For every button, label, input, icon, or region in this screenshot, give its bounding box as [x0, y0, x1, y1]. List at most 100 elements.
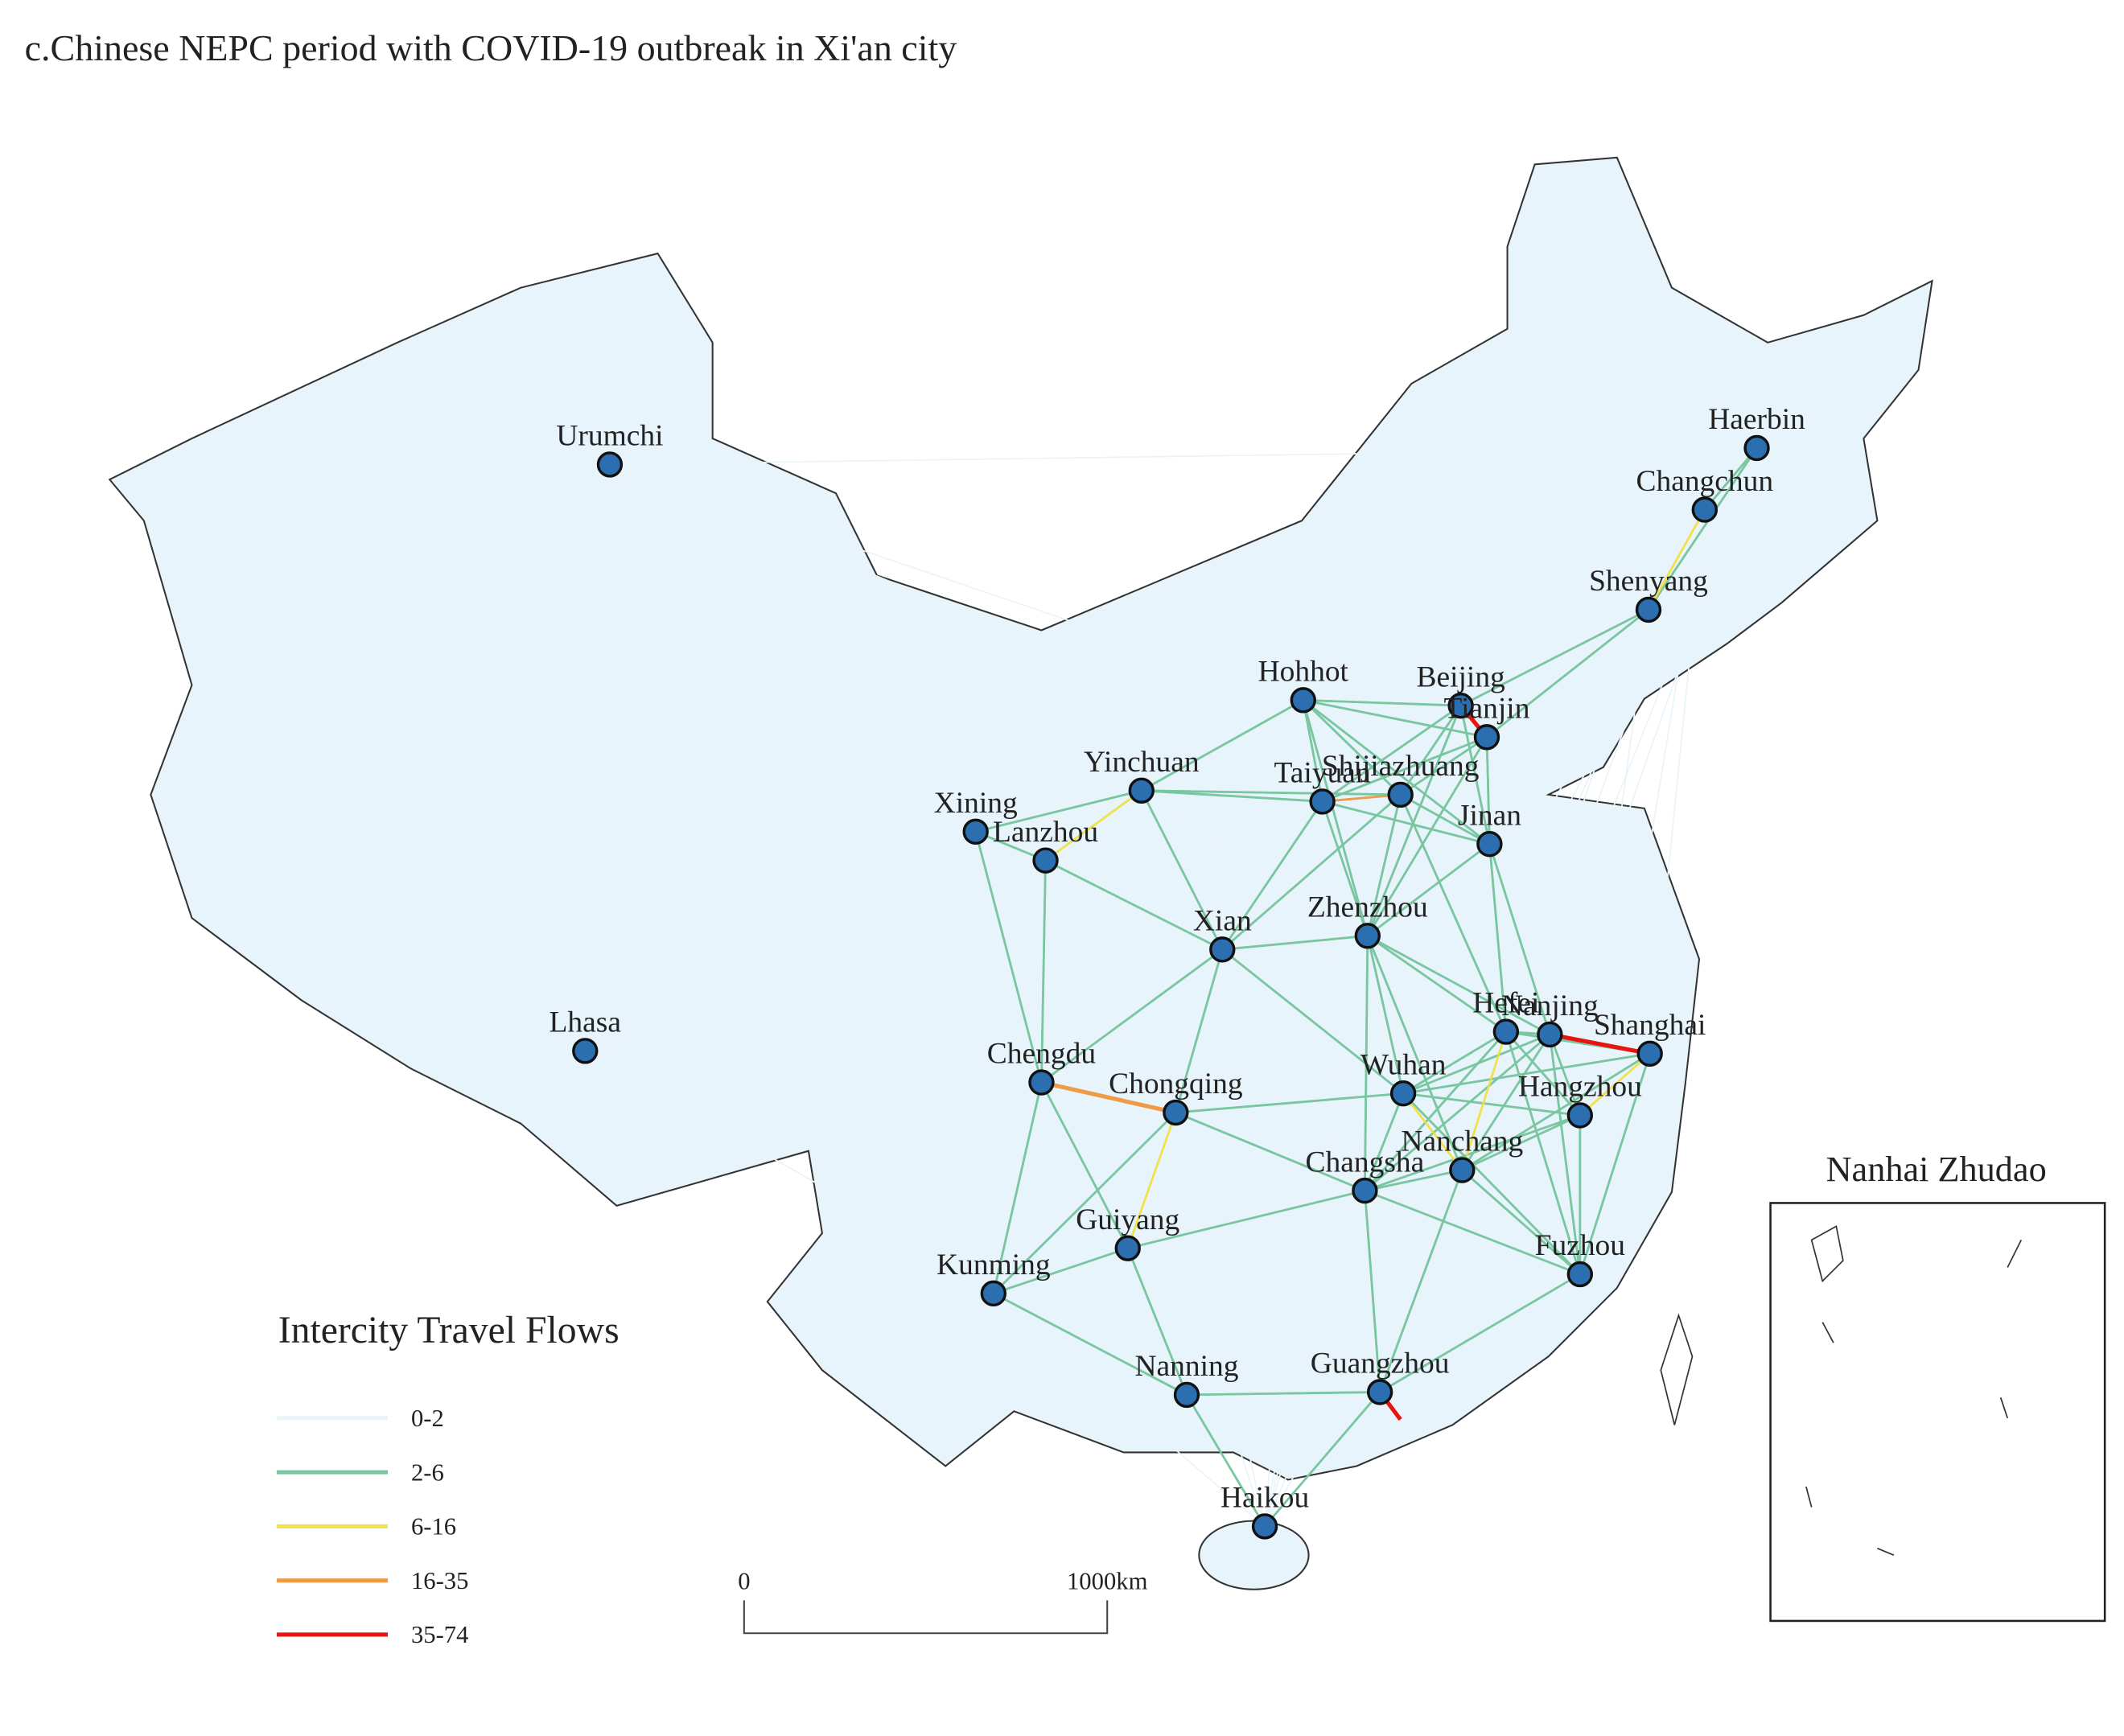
- flow-line: [1040, 790, 1142, 1083]
- flow-line: [1221, 948, 1404, 1095]
- title: c.Chinese NEPC period with COVID-19 outb…: [25, 27, 957, 68]
- inset-island: [1810, 1225, 1844, 1283]
- flow-line: [1402, 1092, 1463, 1171]
- city-label: Shanghai: [1594, 1009, 1706, 1042]
- flow-line: [993, 1273, 1580, 1294]
- city-marker: [1566, 1261, 1593, 1288]
- flow-line: [609, 463, 1223, 951]
- flow-line: [1364, 1092, 1405, 1191]
- flow-line: [1364, 1030, 1507, 1192]
- flow-line: [992, 1082, 1043, 1294]
- city-marker: [1387, 781, 1414, 808]
- city-marker: [1389, 1080, 1417, 1107]
- flow-line: [1367, 935, 1651, 1055]
- flow-line: [1504, 1031, 1582, 1275]
- flow-line: [993, 1292, 1188, 1397]
- flow-line: [1367, 935, 1581, 1275]
- flow-line: [1461, 1052, 1651, 1171]
- flow-line: [1366, 705, 1462, 936]
- flow-line: [993, 699, 1304, 1294]
- flow-line: [1045, 859, 1581, 1275]
- flow-line: [1647, 447, 1758, 611]
- flow-line: [1186, 1092, 1404, 1396]
- flow-line: [1549, 447, 1758, 1035]
- flow-line: [992, 1112, 1177, 1294]
- scale-start: 0: [738, 1568, 750, 1595]
- city-label: Chengdu: [987, 1038, 1097, 1071]
- flow-line: [584, 1050, 1129, 1249]
- flow-line: [1127, 1052, 1650, 1249]
- flow-line: [1364, 1189, 1581, 1276]
- scale-bar: 0 1000km: [738, 1568, 1148, 1635]
- flow-line: [1399, 794, 1508, 1033]
- city-marker: [1163, 1099, 1189, 1126]
- flow-line: [1461, 1169, 1581, 1276]
- flow-line: [609, 463, 1188, 1396]
- flow-line: [1459, 706, 1463, 1170]
- city-label: Zhenzhou: [1307, 891, 1428, 924]
- flow-line: [1365, 1169, 1463, 1192]
- flows: [584, 447, 1758, 1528]
- flow-line: [1040, 1080, 1176, 1115]
- flow-line: [1041, 843, 1490, 1084]
- flow-line: [1321, 800, 1369, 936]
- flow-line: [1366, 794, 1402, 936]
- city-label: Shenyang: [1589, 565, 1708, 598]
- city-label: Guiyang: [1076, 1203, 1179, 1236]
- flow-line: [993, 1114, 1581, 1294]
- flow-line: [1579, 1052, 1651, 1117]
- flow-line: [1364, 794, 1402, 1191]
- flow-line: [1127, 1247, 1381, 1393]
- inset: Nanhai Zhudao: [1769, 1150, 2106, 1623]
- flow-line: [1175, 447, 1758, 1113]
- flow-line: [609, 463, 1043, 1084]
- city-marker: [1447, 692, 1474, 719]
- flow-line: [1141, 699, 1304, 792]
- flow-line: [1402, 1030, 1507, 1095]
- flow-line: [1488, 509, 1706, 845]
- flow-line: [1364, 1033, 1551, 1192]
- scale-end: 1000km: [1067, 1568, 1148, 1595]
- flow-line: [1399, 794, 1551, 1035]
- city-label: Xining: [934, 787, 1018, 820]
- flow-line: [1364, 936, 1369, 1191]
- flow-line: [1140, 790, 1224, 950]
- flow-line: [1364, 1191, 1381, 1393]
- flow-line: [1127, 843, 1491, 1249]
- city-marker: [1209, 936, 1236, 963]
- city-label: Yinchuan: [1084, 746, 1200, 779]
- legend-title: Intercity Travel Flows: [278, 1310, 620, 1351]
- flow-line: [609, 463, 1581, 1117]
- city-marker: [1743, 434, 1770, 462]
- flow-line: [1322, 447, 1758, 803]
- city-label: Kunming: [936, 1249, 1051, 1281]
- city-marker: [1352, 1177, 1378, 1204]
- flow-line: [1322, 736, 1488, 803]
- flow-line: [993, 1293, 1266, 1528]
- city-label: Xian: [1193, 904, 1252, 937]
- city-label: Lhasa: [550, 1006, 622, 1039]
- city-label: Lanzhou: [993, 816, 1098, 849]
- flow-line: [609, 463, 1304, 701]
- flow-line: [974, 831, 994, 1294]
- flow-line: [1141, 790, 1507, 1033]
- flow-line: [1221, 949, 1381, 1393]
- city-marker: [1114, 1235, 1141, 1261]
- flow-line: [1186, 609, 1649, 1396]
- city-label: Shijiazhuang: [1322, 750, 1480, 783]
- flow-line: [1141, 508, 1706, 792]
- flow-line: [1222, 948, 1550, 1035]
- flow-line: [1647, 508, 1706, 611]
- flow-line: [1460, 447, 1758, 706]
- city-marker: [1691, 496, 1718, 523]
- city-marker: [962, 818, 989, 845]
- legend: 0-2 2-6 6-16 16-35 35-74: [277, 1405, 468, 1648]
- flow-line: [1221, 793, 1402, 951]
- flow-line: [1303, 609, 1649, 701]
- flow-line: [1579, 609, 1649, 1116]
- flow-line: [609, 463, 1129, 1249]
- flow-line: [1175, 1112, 1266, 1527]
- flow-line: [1322, 800, 1490, 845]
- flow-line: [1175, 1111, 1365, 1192]
- flow-line: [993, 1030, 1507, 1294]
